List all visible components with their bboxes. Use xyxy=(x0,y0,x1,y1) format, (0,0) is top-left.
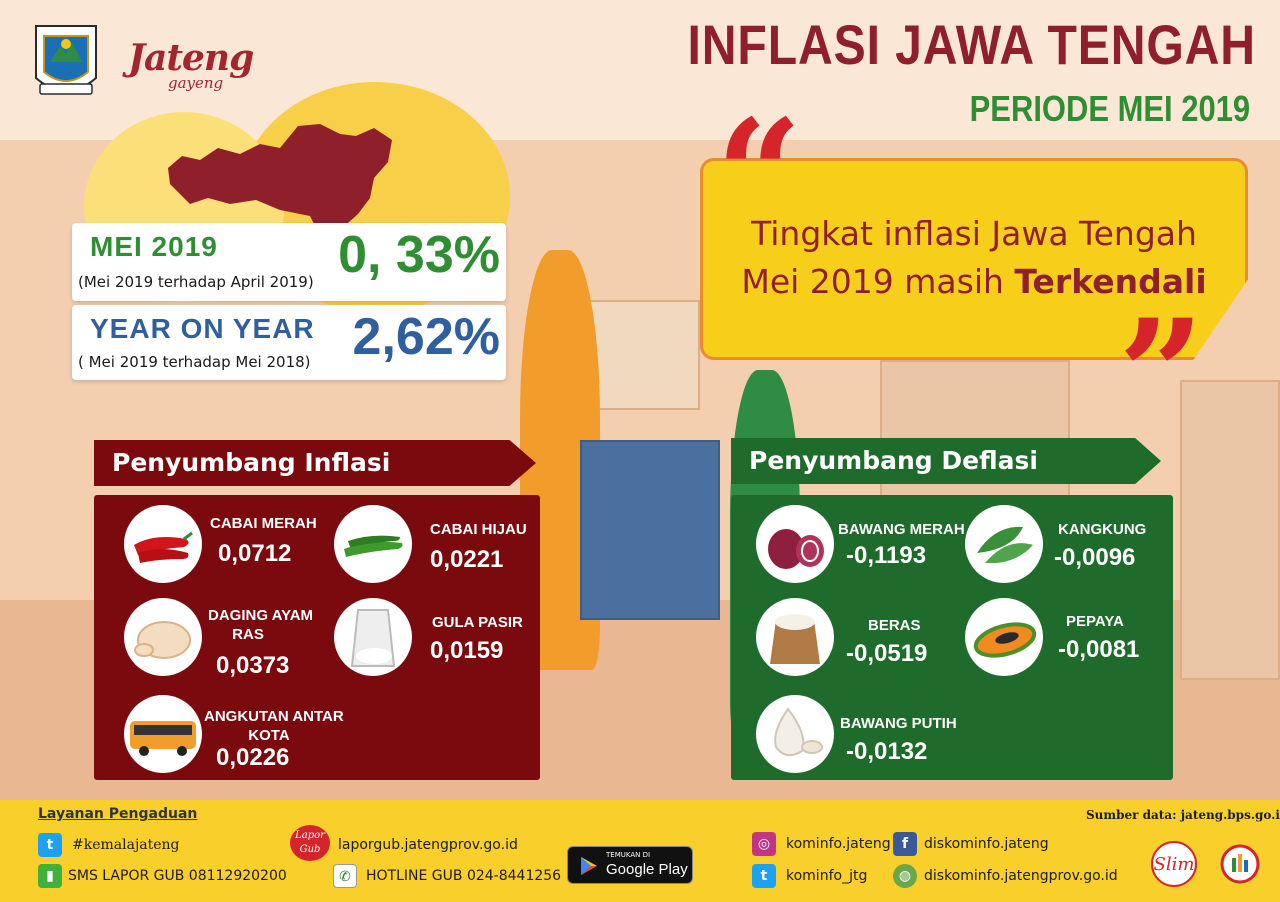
yoy-value: 2,62% xyxy=(352,308,500,366)
bus-icon xyxy=(124,695,202,773)
chicken-icon xyxy=(124,598,202,676)
page-subtitle: PERIODE MEI 2019 xyxy=(969,88,1250,129)
jateng-province-emblem xyxy=(35,25,97,95)
water-spinach-icon xyxy=(965,505,1043,583)
brand-main: Jateng xyxy=(128,37,254,79)
item-name-cabai-hijau: CABAI HIJAU xyxy=(430,521,527,538)
shallot-icon xyxy=(756,505,834,583)
monthly-label: MEI 2019 xyxy=(90,231,218,262)
item-value-pepaya: -0,0081 xyxy=(1058,636,1140,663)
lapor-gub-logo: Lapor Gub xyxy=(290,825,330,861)
website-url[interactable]: diskominfo.jatengprov.go.id xyxy=(924,868,1118,884)
instagram-handle[interactable]: kominfo.jateng xyxy=(786,836,891,852)
item-value-cabai-hijau: 0,0221 xyxy=(430,546,504,573)
red-chili-icon xyxy=(124,505,202,583)
facebook-handle[interactable]: diskominfo.jateng xyxy=(924,836,1049,852)
item-name-line-1: ANGKUTAN ANTAR xyxy=(204,708,344,725)
rice-sack-icon xyxy=(756,598,834,676)
sms-lapor[interactable]: SMS LAPOR GUB 08112920200 xyxy=(68,868,287,884)
twitter-icon: t xyxy=(752,864,776,888)
yoy-label: YEAR ON YEAR xyxy=(90,313,315,344)
quote-line-1: Tingkat inflasi Jawa Tengah xyxy=(751,214,1197,253)
item-name-beras: BERAS xyxy=(868,617,921,634)
google-play-icon xyxy=(581,857,597,875)
monthly-value: 0, 33% xyxy=(338,226,500,284)
item-name-line-2: KOTA xyxy=(248,727,290,744)
lapor-url[interactable]: laporgub.jatengprov.go.id xyxy=(338,837,518,853)
open-data-logo-icon xyxy=(1220,844,1260,884)
google-play-label: Google Play xyxy=(606,861,688,878)
monthly-description: (Mei 2019 terhadap April 2019) xyxy=(78,273,314,291)
slim-logo-icon: Slim xyxy=(1151,841,1197,887)
globe-icon: ◍ xyxy=(893,864,917,888)
green-chili-icon xyxy=(334,505,412,583)
monthly-inflation-card: MEI 2019 (Mei 2019 terhadap April 2019) … xyxy=(72,223,506,301)
item-name-cabai-merah: CABAI MERAH xyxy=(210,515,317,532)
quote-line-2: Mei 2019 masih Terkendali xyxy=(700,258,1248,306)
item-value-gula-pasir: 0,0159 xyxy=(430,637,504,664)
instagram-icon: ◎ xyxy=(752,832,776,856)
sms-phone-icon: ▮ xyxy=(38,864,62,888)
jateng-gayeng-logo: Jateng gayeng xyxy=(128,37,254,92)
papaya-icon xyxy=(965,598,1043,676)
quote-highlight: Terkendali xyxy=(1014,262,1207,301)
deflation-panel-title: Penyumbang Deflasi xyxy=(731,438,1161,484)
close-quote-icon: ” xyxy=(1118,287,1205,463)
item-name-gula-pasir: GULA PASIR xyxy=(432,614,523,631)
item-name-bawang-putih: BAWANG PUTIH xyxy=(840,715,957,732)
google-play-button[interactable]: TEMUKAN DI Google Play xyxy=(567,846,693,884)
item-value-bawang-putih: -0,0132 xyxy=(846,738,928,765)
google-play-small-label: TEMUKAN DI xyxy=(606,851,651,859)
garlic-icon xyxy=(756,695,834,773)
background-shelf xyxy=(1180,380,1280,680)
item-name-kangkung: KANGKUNG xyxy=(1058,521,1147,538)
facebook-icon: f xyxy=(893,832,917,856)
quote-text: Tingkat inflasi Jawa Tengah Mei 2019 mas… xyxy=(700,210,1248,306)
item-value-daging-ayam: 0,0373 xyxy=(216,652,290,679)
item-name-line-1: DAGING AYAM xyxy=(208,607,314,624)
open-quote-icon: “ xyxy=(716,87,803,263)
item-name-bawang-merah: BAWANG MERAH xyxy=(838,521,965,538)
quote-bubble xyxy=(700,158,1248,360)
item-name-daging-ayam: DAGING AYAM RAS xyxy=(208,606,314,644)
phone-icon: ✆ xyxy=(333,864,357,888)
item-value-cabai-merah: 0,0712 xyxy=(218,540,292,567)
data-source: Sumber data: jateng.bps.go.id xyxy=(1086,808,1280,822)
inflation-panel-title: Penyumbang Inflasi xyxy=(94,440,536,486)
twitter-hashtag[interactable]: #kemalajateng xyxy=(72,837,180,853)
twitter-handle[interactable]: kominfo_jtg xyxy=(786,868,868,884)
page-title: INFLASI JAWA TENGAH xyxy=(687,13,1256,76)
complaint-title: Layanan Pengaduan xyxy=(38,806,198,822)
year-on-year-card: YEAR ON YEAR ( Mei 2019 terhadap Mei 201… xyxy=(72,305,506,380)
central-java-map-icon xyxy=(168,124,392,246)
yoy-description: ( Mei 2019 terhadap Mei 2018) xyxy=(78,353,311,371)
twitter-icon: t xyxy=(38,833,62,857)
svg-text:Slim: Slim xyxy=(1154,854,1195,875)
item-value-bawang-merah: -0,1193 xyxy=(846,542,927,569)
item-name-angkutan: ANGKUTAN ANTAR KOTA xyxy=(204,707,344,745)
background-cart xyxy=(580,440,720,620)
item-name-line-2: RAS xyxy=(232,626,264,643)
item-value-beras: -0,0519 xyxy=(846,640,928,667)
item-value-kangkung: -0,0096 xyxy=(1054,544,1136,571)
brand-sub: gayeng xyxy=(168,74,224,92)
quote-line-2-prefix: Mei 2019 masih xyxy=(741,262,1015,301)
hotline[interactable]: HOTLINE GUB 024-8441256 xyxy=(366,868,562,884)
item-value-angkutan: 0,0226 xyxy=(216,744,290,771)
item-name-pepaya: PEPAYA xyxy=(1066,613,1124,630)
sugar-icon xyxy=(334,598,412,676)
